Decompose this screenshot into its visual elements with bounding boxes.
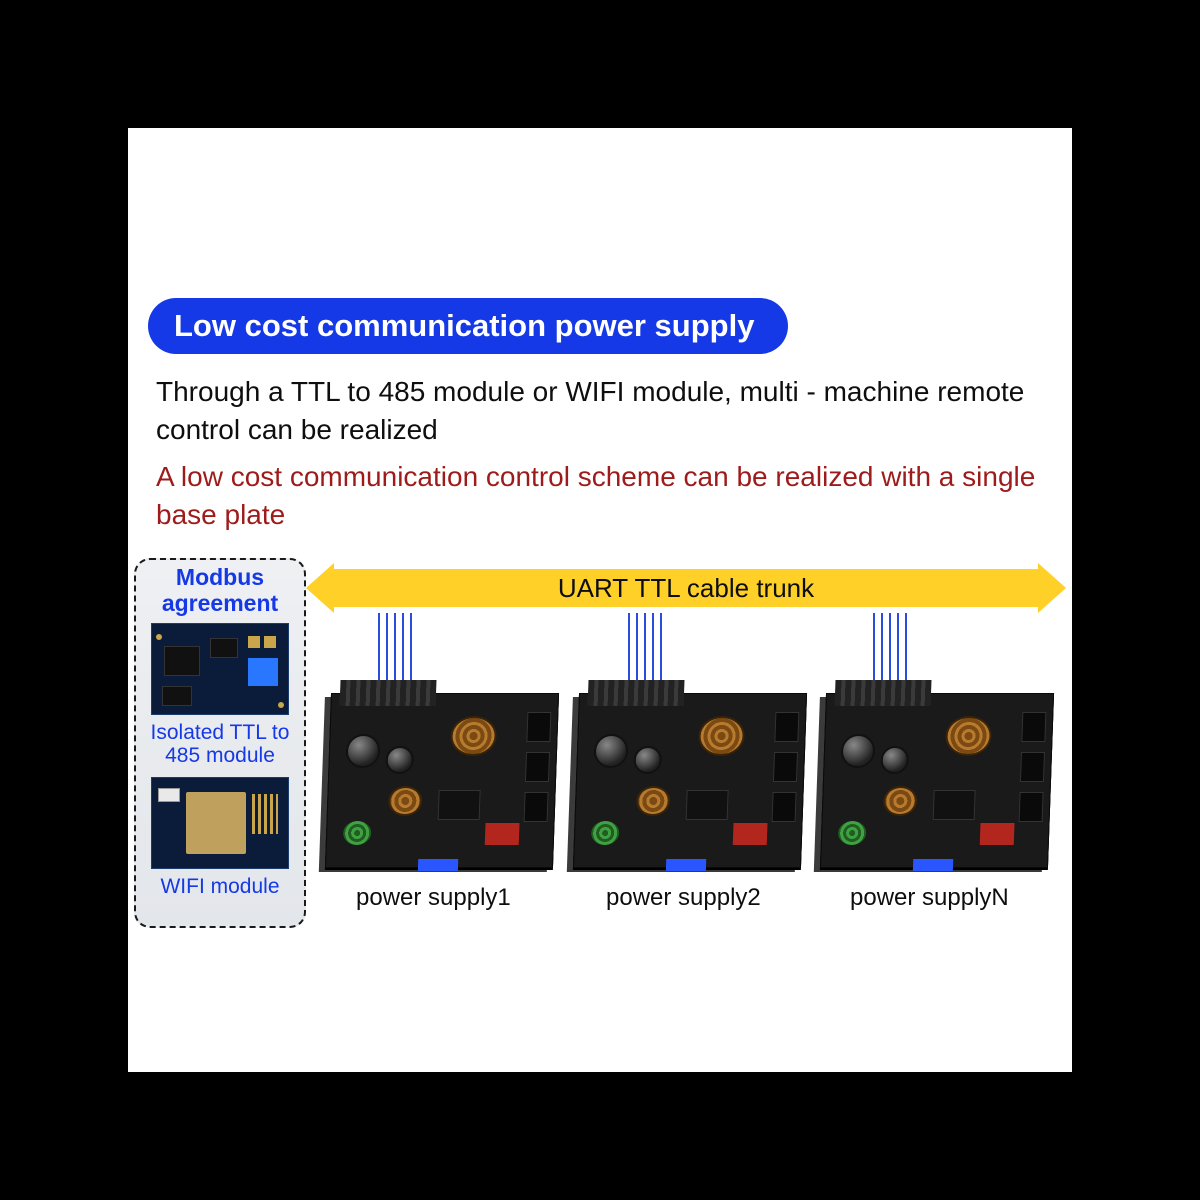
power-supply-1-label: power supply1 — [356, 884, 511, 912]
arrow-right-head-icon — [1038, 563, 1066, 613]
description-highlight: A low cost communication control scheme … — [156, 458, 1056, 534]
ttl-485-label: Isolated TTL to 485 module — [136, 721, 304, 767]
uart-bus-arrow: UART TTL cable trunk — [306, 563, 1066, 613]
power-supply-board-2 — [573, 693, 807, 868]
power-supply-board-n — [820, 693, 1054, 868]
wifi-label: WIFI module — [160, 875, 279, 899]
arrow-left-head-icon — [306, 563, 334, 613]
ttl-485-module-icon — [151, 623, 289, 715]
title-pill: Low cost communication power supply — [148, 298, 788, 354]
modbus-header: Modbus agreement — [136, 564, 304, 617]
modbus-sidebar: Modbus agreement Isolated TTL to 485 mod… — [134, 558, 306, 928]
power-supply-board-1 — [325, 693, 559, 868]
description-primary: Through a TTL to 485 module or WIFI modu… — [156, 373, 1036, 449]
wifi-module-icon — [151, 777, 289, 869]
power-supply-n-label: power supplyN — [850, 884, 1009, 912]
power-supply-2-label: power supply2 — [606, 884, 761, 912]
title-text: Low cost communication power supply — [174, 308, 754, 344]
canvas: Low cost communication power supply Thro… — [128, 128, 1072, 1072]
bus-label: UART TTL cable trunk — [334, 569, 1038, 607]
